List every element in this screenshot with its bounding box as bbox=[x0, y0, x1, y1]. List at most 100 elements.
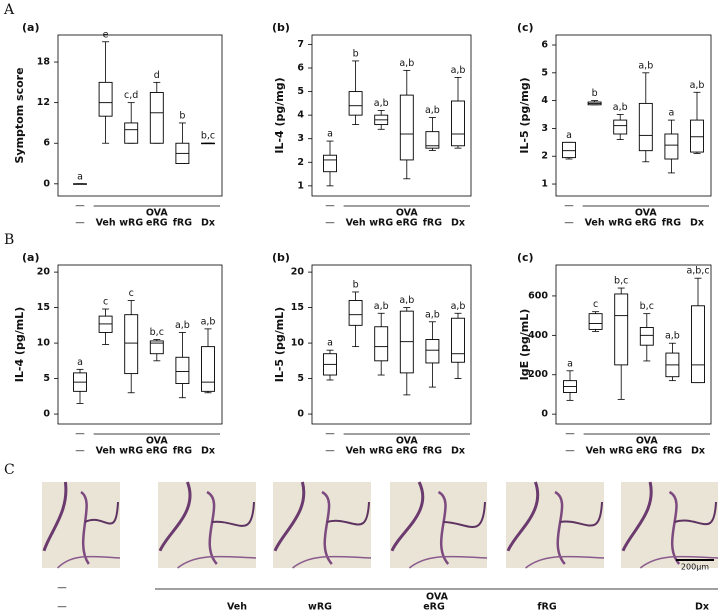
section-label: C bbox=[4, 462, 15, 478]
group-label: — bbox=[75, 429, 85, 440]
significance-label: b bbox=[353, 48, 359, 59]
x-tick-label: Veh bbox=[96, 218, 116, 229]
plot-frame bbox=[57, 34, 223, 197]
y-tick-label: 2 bbox=[297, 157, 304, 168]
box bbox=[690, 119, 704, 153]
x-tick-label: eRG bbox=[636, 446, 658, 457]
y-tick-label: 5 bbox=[43, 373, 50, 384]
x-tick-label: Dx bbox=[451, 218, 465, 229]
box bbox=[201, 346, 215, 392]
y-tick-label: 10 bbox=[291, 338, 305, 349]
x-tick-label: — bbox=[57, 602, 67, 612]
x-tick-label: fRG bbox=[663, 446, 682, 457]
y-tick-label: 600 bbox=[528, 290, 548, 301]
x-tick-label: Veh bbox=[586, 446, 606, 457]
group-label: — bbox=[325, 201, 335, 212]
y-axis-title: IgE (pg/mL) bbox=[518, 309, 531, 381]
section-label: B bbox=[4, 232, 14, 248]
y-axis-title: Symptom score bbox=[13, 67, 26, 163]
x-tick-label: Veh bbox=[346, 218, 366, 229]
x-tick-label: wRG bbox=[308, 602, 332, 612]
y-tick-label: 18 bbox=[37, 57, 51, 68]
significance-label: b,c bbox=[201, 131, 215, 142]
x-tick-label: eRG bbox=[635, 218, 657, 229]
tissue bbox=[211, 501, 255, 527]
y-tick-label: 3 bbox=[297, 133, 304, 144]
significance-label: a,b bbox=[399, 58, 414, 69]
significance-label: a,b bbox=[690, 80, 705, 91]
x-tick-label: fRG bbox=[537, 602, 556, 612]
section-label: A bbox=[3, 2, 15, 18]
x-tick-label: fRG bbox=[423, 446, 442, 457]
box bbox=[149, 92, 164, 144]
x-tick-label: Veh bbox=[227, 602, 247, 612]
group-label: OVA bbox=[426, 592, 449, 603]
x-tick-label: Dx bbox=[451, 446, 465, 457]
box bbox=[588, 313, 603, 330]
x-tick-label: fRG bbox=[173, 218, 192, 229]
y-tick-label: 6 bbox=[297, 63, 304, 74]
x-tick-label: wRG bbox=[369, 218, 393, 229]
y-tick-label: 20 bbox=[291, 267, 305, 278]
y-axis-title: IL-4 (pg/mL) bbox=[13, 307, 26, 382]
tissue bbox=[639, 555, 719, 569]
box bbox=[348, 91, 363, 116]
x-tick-label: Dx bbox=[691, 446, 705, 457]
box bbox=[374, 326, 389, 362]
tissue bbox=[525, 555, 605, 569]
significance-label: a,b bbox=[451, 301, 466, 312]
x-tick-label: Dx bbox=[201, 446, 215, 457]
tissue bbox=[443, 501, 486, 528]
significance-label: a,b bbox=[201, 316, 216, 327]
group-label: — bbox=[75, 201, 85, 212]
group-label: OVA bbox=[636, 436, 659, 447]
plot-frame bbox=[57, 264, 223, 425]
y-tick-label: 3 bbox=[541, 123, 548, 134]
x-tick-label: wRG bbox=[609, 446, 633, 457]
box bbox=[638, 102, 653, 152]
x-tick-label: eRG bbox=[423, 602, 445, 612]
y-tick-label: 1 bbox=[541, 179, 548, 190]
panel-label: (c) bbox=[517, 251, 534, 264]
histology-image bbox=[42, 482, 120, 568]
y-tick-label: 20 bbox=[37, 267, 51, 278]
x-tick-label: Veh bbox=[346, 446, 366, 457]
x-tick-label: — bbox=[325, 218, 335, 229]
box bbox=[451, 317, 465, 363]
panel-label: (b) bbox=[272, 21, 290, 34]
significance-label: a,b,c bbox=[686, 266, 709, 277]
y-tick-label: 400 bbox=[528, 330, 548, 341]
y-tick-label: 5 bbox=[297, 86, 304, 97]
significance-label: a bbox=[567, 358, 573, 369]
x-tick-label: wRG bbox=[119, 446, 143, 457]
x-tick-label: eRG bbox=[396, 446, 418, 457]
y-tick-label: 4 bbox=[541, 95, 548, 106]
box bbox=[149, 340, 164, 355]
significance-label: a,b bbox=[374, 98, 389, 109]
group-label: — bbox=[565, 429, 575, 440]
significance-label: a bbox=[327, 129, 333, 140]
significance-label: b bbox=[592, 88, 598, 99]
y-tick-label: 1 bbox=[297, 180, 304, 191]
x-tick-label: eRG bbox=[146, 446, 168, 457]
tissue bbox=[390, 481, 425, 552]
group-label: OVA bbox=[146, 208, 169, 219]
tissue bbox=[273, 481, 306, 552]
y-tick-label: 0 bbox=[43, 178, 50, 189]
y-tick-label: 6 bbox=[43, 138, 50, 149]
significance-label: a bbox=[668, 108, 674, 119]
x-tick-label: — bbox=[564, 218, 574, 229]
x-tick-label: Veh bbox=[96, 446, 116, 457]
y-tick-label: 2 bbox=[541, 151, 548, 162]
x-tick-label: Dx bbox=[690, 218, 704, 229]
x-tick-label: — bbox=[565, 446, 575, 457]
plot-frame bbox=[555, 34, 712, 197]
y-axis-title: IL-4 (pg/mg) bbox=[273, 77, 286, 153]
box bbox=[323, 154, 337, 173]
box bbox=[562, 141, 576, 159]
tissue bbox=[42, 481, 68, 552]
y-tick-label: 0 bbox=[43, 409, 50, 420]
significance-label: b bbox=[179, 110, 185, 121]
significance-label: b,c bbox=[150, 327, 164, 338]
tissue bbox=[506, 481, 539, 552]
